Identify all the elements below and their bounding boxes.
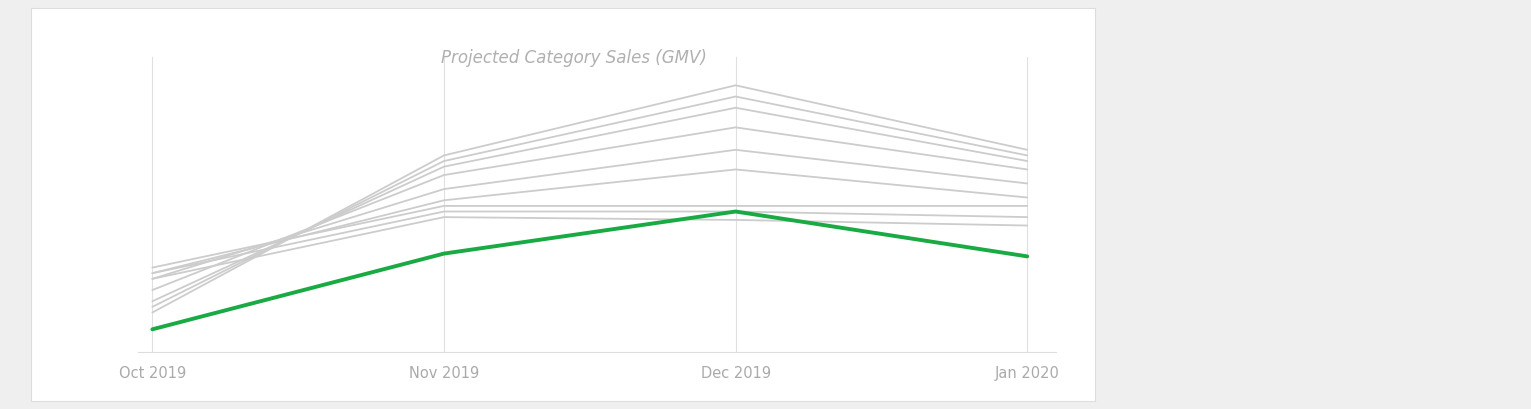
Text: Projected Category Sales (GMV): Projected Category Sales (GMV) [441, 49, 707, 67]
